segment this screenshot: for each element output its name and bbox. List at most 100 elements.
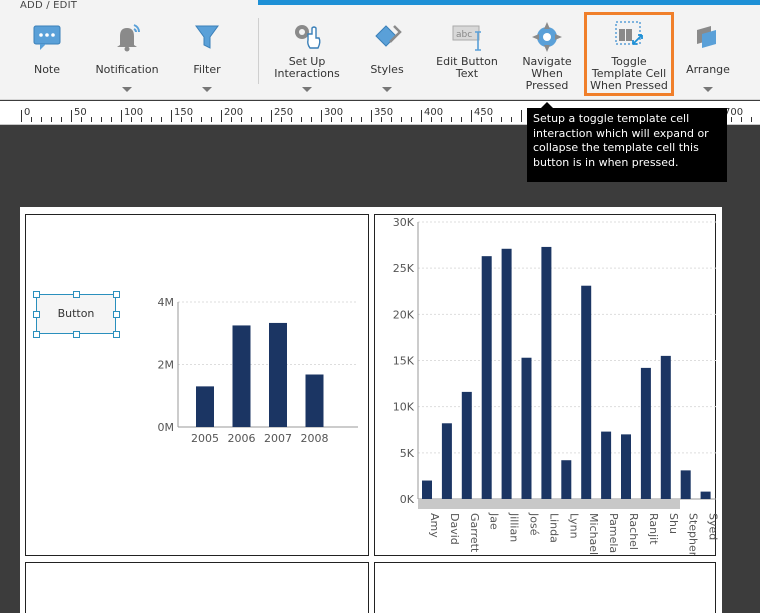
ruler-tick (511, 117, 512, 122)
bar-2008 (305, 374, 324, 427)
chevron-down-icon[interactable] (202, 87, 212, 92)
y-tick-label: 10K (393, 401, 415, 414)
yearly-bar-chart[interactable]: 0M 2M 4M 2005 2006 2007 2008 (140, 290, 360, 450)
ruler-label: 0 (24, 107, 31, 118)
y-tick-label: 0K (400, 493, 415, 506)
ruler-tick (121, 110, 122, 122)
filter-icon (195, 25, 219, 49)
ruler-tick (741, 117, 742, 122)
chevron-down-icon[interactable] (302, 87, 312, 92)
bar-lynn (561, 460, 572, 499)
ruler-tick (251, 117, 252, 122)
ruler-tick (261, 117, 262, 122)
ruler-label: 200 (224, 107, 244, 118)
ribbon-separator (258, 18, 259, 84)
bar-2006 (232, 325, 251, 427)
y-tick-label: 0M (158, 421, 175, 434)
ruler-tick (201, 117, 202, 122)
x-tick-label: David (448, 513, 461, 545)
bar-garrett (461, 391, 472, 499)
chevron-down-icon[interactable] (703, 87, 713, 92)
arrange-button[interactable]: Arrange (680, 14, 736, 98)
dashboard-button-label: Button (57, 307, 95, 320)
bell-icon (117, 24, 140, 52)
ruler-tick (61, 117, 62, 122)
note-label: Note (33, 63, 61, 76)
set-up-interactions-button[interactable]: Set Up Interactions (270, 14, 344, 98)
ruler-tick (41, 117, 42, 122)
ruler-tick (221, 110, 222, 122)
toggle-cell-icon (615, 21, 643, 45)
note-button[interactable]: Note (18, 14, 76, 98)
styles-button[interactable]: Styles (356, 14, 418, 98)
resize-handle[interactable] (113, 291, 120, 298)
x-tick-label: Jillian (508, 512, 521, 542)
resize-handle[interactable] (73, 331, 80, 338)
y-tick-label: 2M (158, 359, 175, 372)
chevron-down-icon[interactable] (122, 87, 132, 92)
x-tick-label: 2007 (264, 432, 292, 445)
ruler-tick (191, 117, 192, 122)
resize-handle[interactable] (33, 291, 40, 298)
x-tick-label: Stephen (687, 513, 700, 555)
navigate-when-pressed-button[interactable]: Navigate When Pressed (510, 14, 584, 98)
ruler-tick (111, 117, 112, 122)
ruler-tick (291, 117, 292, 122)
ruler-tick (71, 110, 72, 122)
ruler-tick (731, 117, 732, 122)
ruler-tick (131, 117, 132, 122)
ruler-tick (371, 110, 372, 122)
text-box-icon: abc (452, 25, 481, 51)
y-tick-label: 30K (393, 216, 415, 229)
ruler-tick (281, 117, 282, 122)
x-tick-label: José (528, 512, 541, 536)
resize-handle[interactable] (73, 291, 80, 298)
ruler-tick (401, 117, 402, 122)
bar-linda (541, 246, 552, 499)
resize-handle[interactable] (33, 311, 40, 318)
edit-button-text-button[interactable]: abc Edit Button Text (432, 14, 502, 98)
ruler-tick (31, 117, 32, 122)
arrange-label: Arrange (686, 63, 730, 76)
ruler-tick (271, 110, 272, 122)
y-tick-label: 25K (393, 262, 415, 275)
bar-syed (700, 491, 711, 499)
resize-handle[interactable] (113, 331, 120, 338)
bar-amy (422, 480, 432, 499)
ruler-tick (441, 117, 442, 122)
resize-handle[interactable] (113, 311, 120, 318)
x-tick-label: Pamela (607, 513, 620, 553)
x-tick-label: 2006 (228, 432, 256, 445)
ruler-tick (21, 110, 22, 122)
ruler-tick (151, 117, 152, 122)
resize-handle[interactable] (33, 331, 40, 338)
x-tick-label: 2005 (191, 432, 219, 445)
ruler-tick (391, 117, 392, 122)
notification-button[interactable]: Notification (92, 14, 162, 98)
bar-ranjit (640, 367, 651, 499)
toggle-template-cell-button[interactable]: Toggle Template Cell When Pressed (584, 12, 674, 96)
name-bar-chart[interactable]: 0K 5K 10K 15K 20K 25K 30K Amy David Garrett Jae Jil… (380, 215, 720, 555)
ruler-tick (181, 117, 182, 122)
x-tick-label: Syed (707, 513, 720, 540)
bar-jae (481, 256, 492, 499)
ruler-label: 300 (324, 107, 344, 118)
toggle-template-cell-label: Toggle Template Cell When Pressed (590, 55, 668, 92)
x-tick-label: Shu (667, 513, 680, 534)
ruler-tick (501, 117, 502, 122)
navigate-when-pressed-label: Navigate When Pressed (522, 55, 572, 92)
ruler-tick (331, 117, 332, 122)
ruler-tick (451, 117, 452, 122)
y-tick-label: 4M (158, 296, 175, 309)
ruler-label: 50 (74, 107, 87, 118)
ruler-tick (231, 117, 232, 122)
bar-josé (521, 357, 532, 499)
template-cell-bottom-left[interactable] (25, 562, 369, 613)
x-tick-label: 2008 (301, 432, 329, 445)
bar-2005 (196, 386, 214, 427)
chevron-down-icon[interactable] (382, 87, 392, 92)
filter-button[interactable]: Filter (178, 14, 236, 98)
x-tick-label: Jae (488, 512, 501, 530)
dashboard-button-widget[interactable]: Button (36, 294, 116, 334)
template-cell-bottom-right[interactable] (374, 562, 716, 613)
